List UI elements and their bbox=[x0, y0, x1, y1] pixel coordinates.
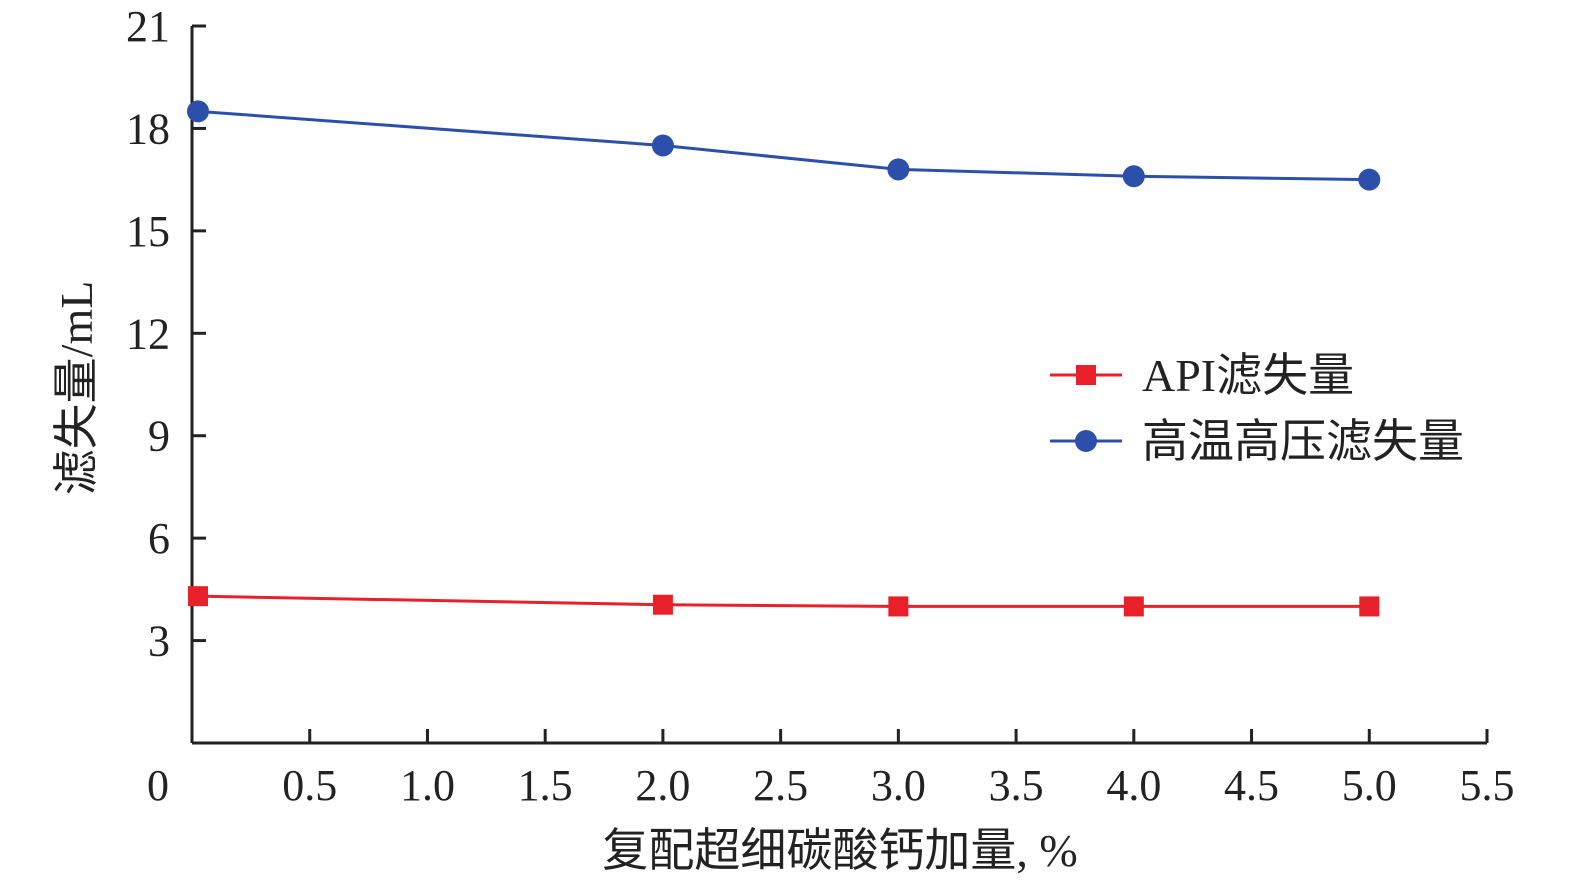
x-ticks: 0 0.5 1.0 1.5 2.0 2.5 3.0 3.5 4.0 4.5 5.0 5.5 bbox=[147, 729, 1515, 810]
x-axis-title: 复配超细碳酸钙加量, % bbox=[602, 825, 1077, 876]
legend-marker-hthp bbox=[1075, 430, 1097, 452]
y-ticks: 3 6 9 12 15 18 21 bbox=[126, 2, 206, 666]
data-point-square bbox=[1123, 596, 1144, 617]
x-tick-label: 2.5 bbox=[753, 761, 808, 810]
data-point-circle bbox=[651, 134, 674, 157]
y-tick-label: 15 bbox=[126, 207, 170, 256]
axes bbox=[190, 26, 1487, 745]
x-tick-label: 4.5 bbox=[1224, 761, 1279, 810]
legend-item-hthp: 高温高压滤失量 bbox=[1050, 416, 1464, 467]
data-point-circle bbox=[887, 158, 910, 181]
x-tick-label: 5.5 bbox=[1460, 761, 1515, 810]
y-tick-label: 12 bbox=[126, 309, 170, 358]
data-point-square bbox=[652, 594, 673, 615]
x-tick-label: 3.5 bbox=[989, 761, 1044, 810]
series-line-0 bbox=[197, 594, 1370, 608]
legend-marker-api bbox=[1076, 365, 1096, 385]
x-tick-label: 4.0 bbox=[1106, 761, 1161, 810]
y-tick-label: 3 bbox=[148, 617, 170, 666]
x-tick-label: 0.5 bbox=[282, 761, 337, 810]
legend: API滤失量 高温高压滤失量 bbox=[1050, 350, 1464, 467]
data-point-circle bbox=[1122, 165, 1145, 188]
x-tick-label: 0 bbox=[147, 761, 169, 810]
x-tick-label: 1.0 bbox=[400, 761, 455, 810]
x-tick-label: 3.0 bbox=[871, 761, 926, 810]
y-tick-label: 18 bbox=[126, 104, 170, 153]
y-tick-label: 9 bbox=[148, 412, 170, 461]
legend-item-api: API滤失量 bbox=[1050, 350, 1354, 401]
y-tick-label: 6 bbox=[148, 514, 170, 563]
series-layer bbox=[187, 100, 1381, 617]
legend-label-hthp: 高温高压滤失量 bbox=[1142, 416, 1464, 467]
x-tick-label: 5.0 bbox=[1342, 761, 1397, 810]
data-point-circle bbox=[1358, 168, 1381, 191]
y-tick-label: 21 bbox=[126, 2, 170, 51]
y-axis-title: 滤失量/mL bbox=[51, 281, 102, 496]
data-point-square bbox=[1359, 596, 1380, 617]
data-point-circle bbox=[187, 100, 209, 123]
data-point-square bbox=[888, 596, 909, 617]
series-line-1 bbox=[197, 109, 1370, 182]
x-tick-label: 2.0 bbox=[635, 761, 690, 810]
legend-label-api: API滤失量 bbox=[1142, 350, 1354, 401]
data-point-square bbox=[188, 586, 208, 607]
x-tick-label: 1.5 bbox=[518, 761, 573, 810]
